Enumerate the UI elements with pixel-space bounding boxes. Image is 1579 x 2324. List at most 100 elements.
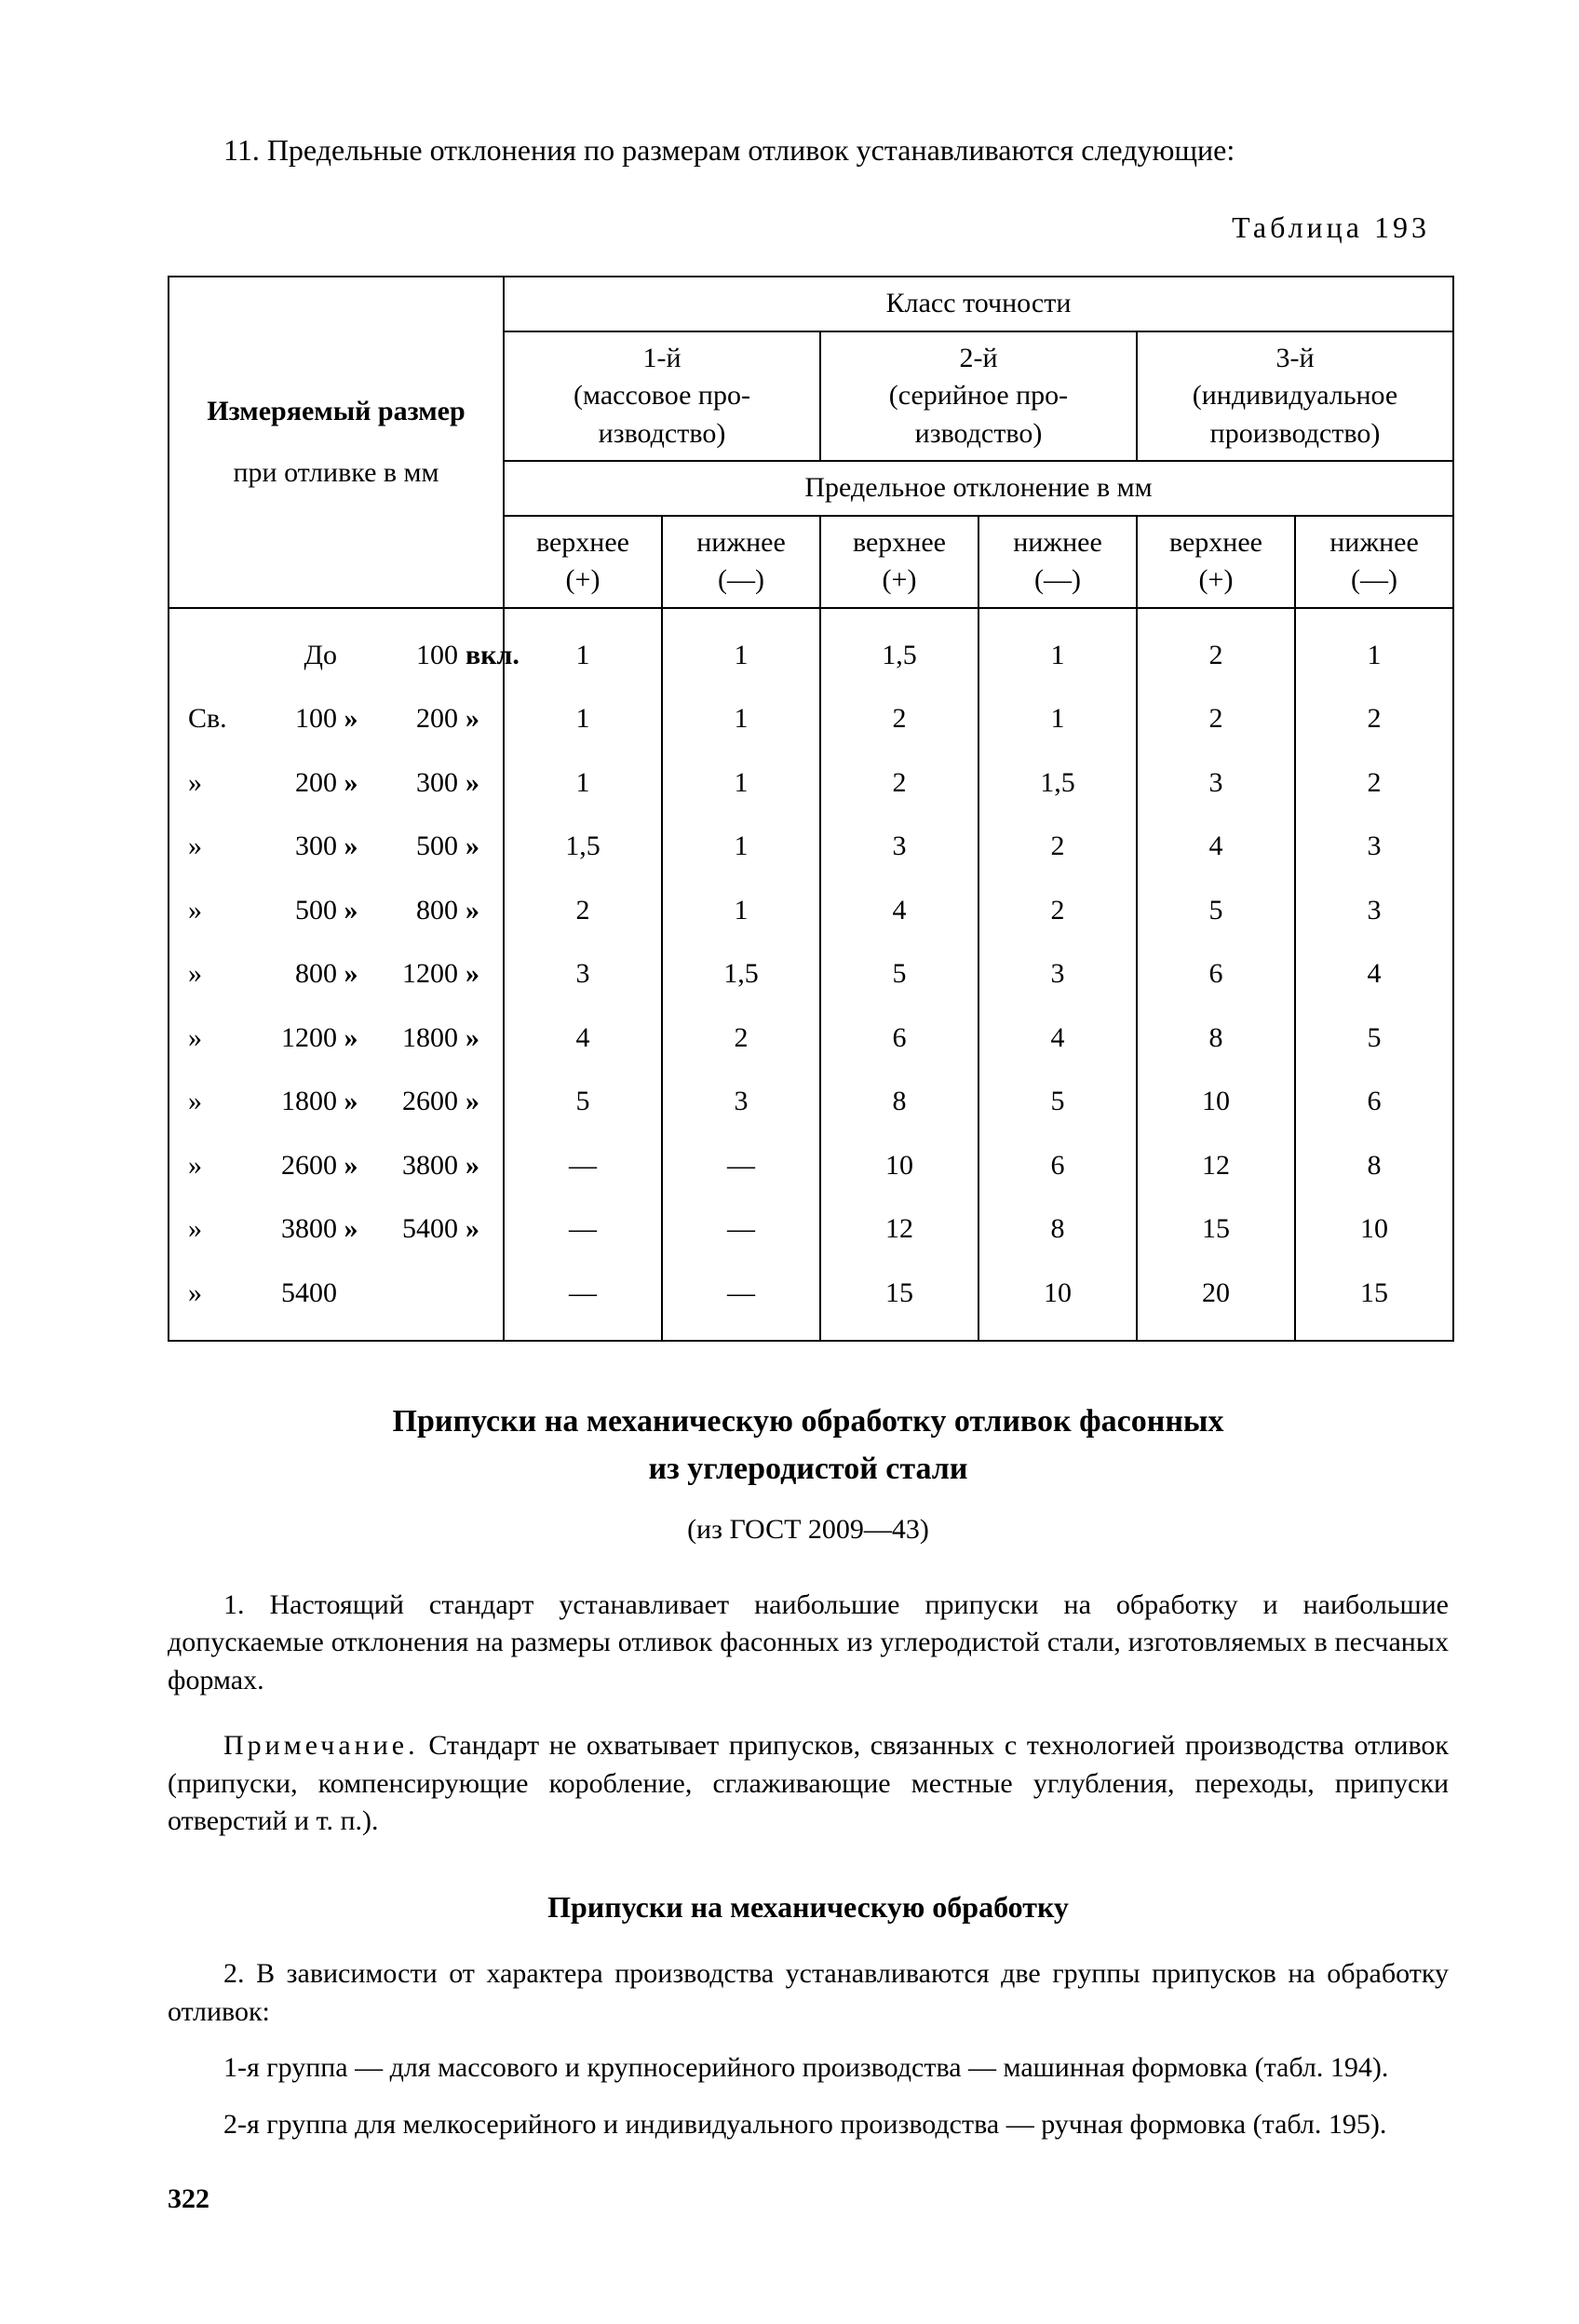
table-row: »1800»2600»5385106 xyxy=(169,1070,1453,1134)
table-cell: 3 xyxy=(978,942,1137,1007)
table-cell: 3 xyxy=(1137,751,1295,816)
table-cell: — xyxy=(662,1134,820,1198)
table-cell: 6 xyxy=(978,1134,1137,1198)
table-cell: 1,5 xyxy=(662,942,820,1007)
table-cell: 10 xyxy=(978,1262,1137,1342)
table-cell: 2 xyxy=(978,815,1137,879)
row-label: »5400 xyxy=(169,1262,504,1342)
table-cell: 10 xyxy=(1295,1197,1453,1262)
table-cell: 1,5 xyxy=(820,608,978,688)
table-cell: 2 xyxy=(1137,687,1295,751)
table-cell: 2 xyxy=(662,1007,820,1071)
paragraph-2: 2. В зависимости от характера производст… xyxy=(168,1955,1449,2031)
row-label: Св.100»200» xyxy=(169,687,504,751)
table-cell: 4 xyxy=(978,1007,1137,1071)
table-row: »300»500»1,513243 xyxy=(169,815,1453,879)
table-cell: 5 xyxy=(1137,879,1295,943)
gost-ref: (из ГОСТ 2009—43) xyxy=(168,1511,1449,1549)
row-label: »200»300» xyxy=(169,751,504,816)
table-cell: 1 xyxy=(662,687,820,751)
table-row: До100вкл.111,5121 xyxy=(169,608,1453,688)
table-cell: 8 xyxy=(820,1070,978,1134)
col-sub-1: нижнее(—) xyxy=(662,516,820,608)
class-header-1: 1-й (массовое про-изводство) xyxy=(504,331,820,462)
table-cell: — xyxy=(662,1262,820,1342)
table-cell: 15 xyxy=(820,1262,978,1342)
table-cell: 4 xyxy=(1295,942,1453,1007)
table-cell: 3 xyxy=(662,1070,820,1134)
table-cell: 1 xyxy=(662,608,820,688)
table-row: »200»300»1121,532 xyxy=(169,751,1453,816)
table-cell: 6 xyxy=(820,1007,978,1071)
table-cell: 2 xyxy=(1295,751,1453,816)
table-cell: 1 xyxy=(662,751,820,816)
table-cell: 3 xyxy=(1295,879,1453,943)
col-sub-0: верхнее(+) xyxy=(504,516,662,608)
table-cell: 1 xyxy=(978,608,1137,688)
table-caption: Таблица 193 xyxy=(168,208,1430,248)
row-label: »2600»3800» xyxy=(169,1134,504,1198)
table-cell: 3 xyxy=(820,815,978,879)
table-cell: 15 xyxy=(1295,1262,1453,1342)
table-cell: 12 xyxy=(820,1197,978,1262)
table-cell: 3 xyxy=(1295,815,1453,879)
col-sub-4: верхнее(+) xyxy=(1137,516,1295,608)
paragraph-3: 1-я группа — для массового и крупносерий… xyxy=(168,2049,1449,2088)
class-3-top: 3-й xyxy=(1143,340,1447,378)
table-cell: 5 xyxy=(1295,1007,1453,1071)
table-cell: 1 xyxy=(978,687,1137,751)
class-2-top: 2-й xyxy=(827,340,1130,378)
table-cell: 6 xyxy=(1295,1070,1453,1134)
row-label: »1800»2600» xyxy=(169,1070,504,1134)
table-cell: — xyxy=(662,1197,820,1262)
table-cell: 2 xyxy=(820,687,978,751)
table-row: »500»800»214253 xyxy=(169,879,1453,943)
table-cell: 2 xyxy=(1295,687,1453,751)
row-label: »3800»5400» xyxy=(169,1197,504,1262)
table-cell: 20 xyxy=(1137,1262,1295,1342)
subsection-title: Припуски на механическую обработку xyxy=(168,1887,1449,1927)
deviation-header: Предельное отклонение в мм xyxy=(504,461,1453,516)
section-title: Припуски на механическую обработку отлив… xyxy=(168,1398,1449,1493)
table-row: »5400——15102015 xyxy=(169,1262,1453,1342)
table-caption-text: Таблица 193 xyxy=(1232,210,1430,244)
table-cell: 5 xyxy=(820,942,978,1007)
table-cell: 10 xyxy=(820,1134,978,1198)
class-3-sub: (индивидуальное производство) xyxy=(1143,377,1447,453)
col-sub-2: верхнее(+) xyxy=(820,516,978,608)
class-header-3: 3-й (индивидуальное производство) xyxy=(1137,331,1453,462)
class-header-2: 2-й (серийное про-изводство) xyxy=(820,331,1137,462)
table-cell: 8 xyxy=(1137,1007,1295,1071)
row-label: »500»800» xyxy=(169,879,504,943)
table-cell: — xyxy=(504,1262,662,1342)
table-cell: 15 xyxy=(1137,1197,1295,1262)
table-cell: 6 xyxy=(1137,942,1295,1007)
row-header: Измеряемый размер при отливке в мм xyxy=(169,277,504,608)
table-row: »3800»5400»——1281510 xyxy=(169,1197,1453,1262)
table-cell: 8 xyxy=(1295,1134,1453,1198)
row-header-line2: при отливке в мм xyxy=(175,451,497,495)
table-cell: 1 xyxy=(1295,608,1453,688)
table-row: Св.100»200»112122 xyxy=(169,687,1453,751)
table-cell: 12 xyxy=(1137,1134,1295,1198)
table-cell: 1,5 xyxy=(978,751,1137,816)
table-cell: 2 xyxy=(978,879,1137,943)
class-2-sub: (серийное про-изводство) xyxy=(827,377,1130,453)
row-label: »1200»1800» xyxy=(169,1007,504,1071)
table-body: До100вкл.111,5121Св.100»200»112122»200»3… xyxy=(169,608,1453,1342)
table-cell: 8 xyxy=(978,1197,1137,1262)
row-label: »800»1200» xyxy=(169,942,504,1007)
note-label: Примечание. xyxy=(223,1730,419,1761)
paragraph-4: 2-я группа для мелкосерийного и индивиду… xyxy=(168,2106,1449,2144)
deviations-table: Измеряемый размер при отливке в мм Класс… xyxy=(168,276,1454,1342)
table-cell: 2 xyxy=(1137,608,1295,688)
table-row: »1200»1800»426485 xyxy=(169,1007,1453,1071)
intro-paragraph: 11. Предельные отклонения по размерам от… xyxy=(168,130,1449,170)
table-cell: 4 xyxy=(1137,815,1295,879)
row-label: До100вкл. xyxy=(169,608,504,688)
paragraph-1: 1. Настоящий стандарт устанавливает наиб… xyxy=(168,1587,1449,1700)
table-cell: 1 xyxy=(662,879,820,943)
table-row: »2600»3800»——106128 xyxy=(169,1134,1453,1198)
table-cell: 4 xyxy=(820,879,978,943)
table-cell: 1 xyxy=(662,815,820,879)
